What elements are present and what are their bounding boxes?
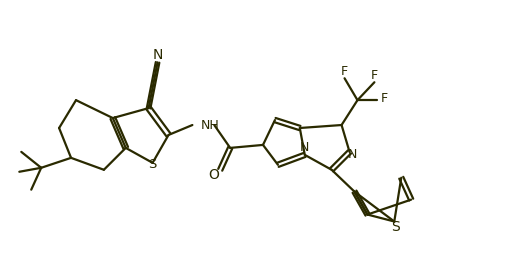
Text: N: N bbox=[348, 148, 357, 161]
Text: O: O bbox=[208, 168, 219, 182]
Text: F: F bbox=[371, 69, 378, 82]
Text: S: S bbox=[148, 158, 157, 171]
Text: NH: NH bbox=[200, 118, 219, 132]
Text: S: S bbox=[391, 221, 400, 235]
Text: N: N bbox=[300, 141, 309, 154]
Text: N: N bbox=[153, 49, 163, 62]
Text: F: F bbox=[341, 65, 348, 78]
Text: F: F bbox=[381, 92, 388, 105]
